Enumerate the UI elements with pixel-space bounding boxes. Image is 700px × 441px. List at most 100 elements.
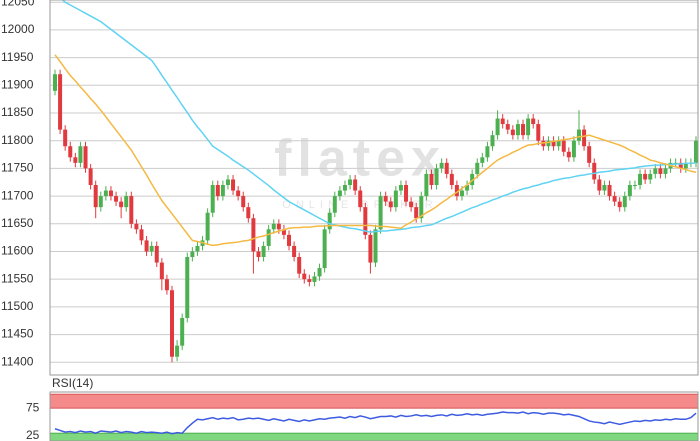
candle-body	[368, 234, 373, 263]
y-tick-label: 11700	[1, 188, 34, 202]
candle-body	[617, 201, 622, 208]
candle-body	[632, 185, 637, 187]
candle-body	[144, 240, 149, 252]
candle-body	[154, 245, 159, 263]
candle-body	[225, 179, 230, 186]
candle-body	[393, 190, 398, 208]
y-tick-label: 11750	[1, 161, 34, 175]
candle-body	[83, 146, 88, 169]
candle-body	[236, 190, 241, 197]
candle-body	[93, 185, 98, 208]
candle-body	[337, 190, 342, 197]
candle-body	[515, 124, 520, 136]
candle-body	[271, 223, 276, 230]
price-panel: 11400 11450 11500 11550 11600 11650 11700 11750…	[1, 0, 698, 368]
y-tick-label: 11550	[1, 271, 34, 285]
candle-body	[210, 185, 215, 213]
candle-body	[648, 173, 653, 180]
candle-body	[429, 173, 434, 186]
rsi-zone	[49, 393, 699, 409]
candle-body	[439, 162, 444, 169]
candle-body	[185, 257, 190, 318]
candles	[53, 69, 698, 363]
plot-border	[49, 0, 699, 376]
candle-body	[404, 185, 409, 202]
candle-body	[246, 207, 251, 219]
candle-body	[490, 135, 495, 147]
candle-body	[398, 185, 403, 191]
candle-body	[592, 162, 597, 180]
candle-body	[205, 212, 210, 241]
candle-body	[108, 190, 113, 197]
candle-body	[119, 201, 124, 208]
candle-body	[500, 118, 505, 125]
candle-body	[658, 168, 663, 174]
candle-body	[276, 223, 281, 230]
candle-body	[521, 124, 526, 136]
candle-body	[297, 257, 302, 274]
y-tick-label: 11800	[1, 133, 34, 147]
y-tick-label: 75	[26, 400, 40, 414]
candle-body	[358, 190, 363, 208]
candle-body	[546, 140, 551, 147]
candle-body	[388, 201, 393, 208]
candle-body	[241, 196, 246, 208]
candle-body	[622, 196, 627, 208]
candle-body	[480, 157, 485, 163]
candle-body	[510, 129, 515, 136]
y-tick-label: 12050	[1, 0, 35, 8]
candle-body	[78, 146, 83, 163]
y-tick-label: 11900	[1, 77, 34, 91]
candle-body	[256, 251, 261, 258]
candle-body	[643, 173, 648, 180]
candle-body	[495, 118, 500, 136]
candle-body	[526, 118, 531, 136]
candle-body	[281, 229, 286, 235]
candle-body	[561, 140, 566, 152]
y-tick-label: 11600	[1, 244, 34, 258]
y-tick-label: 11950	[1, 50, 34, 64]
candle-body	[124, 196, 129, 208]
y-tick-label: 12000	[1, 22, 35, 36]
candle-body	[261, 245, 266, 258]
candle-body	[582, 129, 587, 147]
y-tick-label: 11650	[1, 216, 34, 230]
candle-body	[180, 317, 185, 346]
candle-body	[114, 196, 119, 202]
candle-body	[302, 273, 307, 280]
candle-body	[576, 129, 581, 141]
candle-body	[444, 162, 449, 174]
candle-body	[88, 168, 93, 186]
candle-body	[307, 279, 312, 282]
candle-body	[139, 229, 144, 241]
candle-body	[103, 190, 108, 197]
candle-body	[587, 146, 592, 163]
candle-body	[68, 146, 73, 158]
candle-body	[63, 129, 68, 147]
candle-body	[602, 185, 607, 191]
rsi-zone	[49, 432, 699, 441]
candle-body	[195, 245, 200, 252]
candle-body	[409, 201, 414, 208]
candle-body	[220, 185, 225, 197]
indicator-line	[54, 54, 697, 247]
y-tick-label: 25	[26, 428, 40, 441]
y-tick-label: 11400	[1, 354, 34, 368]
candle-body	[551, 140, 556, 147]
candle-body	[266, 229, 271, 246]
candle-body	[322, 229, 327, 269]
candle-body	[134, 223, 139, 230]
candle-body	[612, 196, 617, 202]
candle-body	[434, 168, 439, 186]
candle-body	[449, 173, 454, 186]
candle-body	[454, 185, 459, 197]
candle-body	[571, 140, 576, 158]
candle-body	[353, 179, 358, 191]
candle-body	[566, 151, 571, 158]
candle-body	[378, 196, 383, 230]
candle-body	[475, 162, 480, 174]
candle-body	[383, 196, 388, 202]
candle-body	[287, 234, 292, 246]
